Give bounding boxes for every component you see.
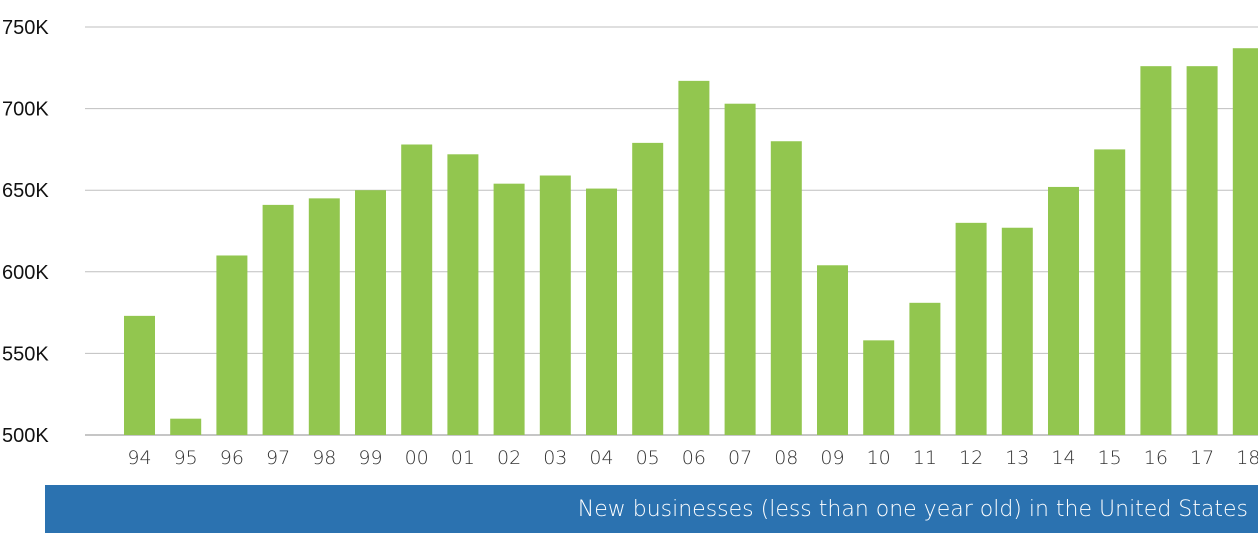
x-tick-label: 04 <box>589 447 613 469</box>
bar-05 <box>632 142 664 435</box>
x-tick-label: 09 <box>820 447 844 469</box>
x-tick-label: 01 <box>451 447 475 469</box>
bar-10 <box>863 340 895 435</box>
x-tick-label: 15 <box>1098 447 1122 469</box>
bar-chart: 500K 550K 600K 650K 700K 750K 94 95 96 97 98 99 00 0… <box>2 17 1258 469</box>
x-tick-label: 95 <box>174 447 198 469</box>
bar-08 <box>770 141 802 436</box>
bar-94 <box>124 315 155 435</box>
bar-03 <box>539 175 571 435</box>
x-tick-label: 98 <box>312 447 336 469</box>
x-axis-ticks: 94 95 96 97 98 99 00 01 02 03 04 05 06 07 08 09 10 11 12 13… <box>127 447 1258 469</box>
y-tick-label: 650K <box>2 180 49 202</box>
bar-99 <box>355 190 386 435</box>
x-tick-label: 03 <box>543 447 567 469</box>
bars <box>124 48 1258 436</box>
x-tick-label: 94 <box>127 447 151 469</box>
x-tick-label: 08 <box>774 447 798 469</box>
bar-00 <box>401 144 433 435</box>
y-axis-ticks: 500K 550K 600K 650K 700K 750K <box>2 17 49 447</box>
y-tick-label: 550K <box>2 343 49 365</box>
bar-12 <box>955 222 987 435</box>
x-tick-label: 97 <box>266 447 290 469</box>
bar-02 <box>493 183 525 435</box>
chart-caption-bar: New businesses (less than one year old) … <box>45 485 1258 533</box>
x-tick-label: 96 <box>220 447 244 469</box>
bar-14 <box>1048 186 1079 435</box>
bar-96 <box>216 255 248 435</box>
bar-09 <box>817 265 848 435</box>
x-tick-label: 14 <box>1051 447 1075 469</box>
x-tick-label: 11 <box>913 447 937 469</box>
bar-11 <box>909 302 941 435</box>
y-tick-label: 700K <box>2 99 49 121</box>
bar-95 <box>170 418 202 435</box>
gridlines <box>85 26 1258 436</box>
x-tick-label: 13 <box>1005 447 1029 469</box>
y-tick-label: 600K <box>2 262 49 284</box>
x-tick-label: 07 <box>728 447 752 469</box>
x-tick-label: 02 <box>497 447 521 469</box>
bar-97 <box>262 204 294 435</box>
bar-18 <box>1232 48 1258 435</box>
x-tick-label: 06 <box>682 447 706 469</box>
bar-07 <box>724 103 756 435</box>
x-tick-label: 18 <box>1236 447 1258 469</box>
x-tick-label: 17 <box>1190 447 1214 469</box>
bar-15 <box>1094 149 1126 435</box>
x-tick-label: 10 <box>867 447 891 469</box>
x-tick-label: 00 <box>405 447 429 469</box>
x-tick-label: 05 <box>636 447 660 469</box>
bar-17 <box>1186 66 1218 435</box>
bar-98 <box>308 198 340 435</box>
chart-caption: New businesses (less than one year old) … <box>577 496 1248 522</box>
x-tick-label: 99 <box>358 447 382 469</box>
bar-06 <box>678 80 710 435</box>
bar-13 <box>1001 227 1033 435</box>
bar-04 <box>586 188 617 435</box>
y-tick-label: 750K <box>2 17 49 39</box>
x-tick-label: 16 <box>1144 447 1168 469</box>
y-tick-label: 500K <box>2 425 49 447</box>
x-tick-label: 12 <box>959 447 983 469</box>
bar-01 <box>447 154 479 435</box>
bar-16 <box>1140 66 1172 435</box>
